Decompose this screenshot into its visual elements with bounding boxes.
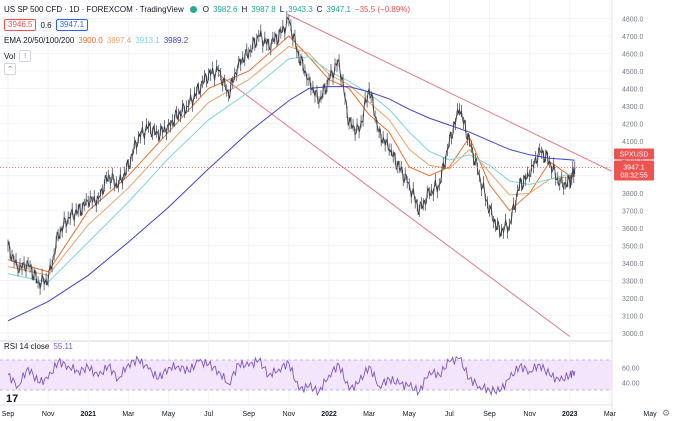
legend-ema-row: EMA 20/50/100/200 3900.0 3897.4 3913.1 3… xyxy=(4,36,188,45)
trendline-upper[interactable] xyxy=(288,14,651,191)
tradingview-logo-icon[interactable]: 17 xyxy=(6,393,19,405)
price-axis[interactable]: 3000.0 3100.0 3200.0 3300.0 3400.0 3500.0 3600… xyxy=(611,0,680,421)
legend-vol-row: Vol ! xyxy=(4,50,32,62)
legend-symbol-row: US SP 500 CFD · 1D · FOREXCOM · TradingV… xyxy=(4,5,410,14)
legend-rsi-row: RSI 14 close 55.11 xyxy=(4,342,73,351)
x-tick-label: May xyxy=(403,411,417,418)
y-tick-label: 4100.0 xyxy=(622,139,644,146)
y-tick-label: 3600.0 xyxy=(622,226,644,233)
rsi-tick-label: 60.00 xyxy=(622,366,640,373)
high-value: 3987.8 xyxy=(251,5,276,14)
rsi-tick-label: 40.00 xyxy=(622,381,640,388)
ema-100-value: 3913.1 xyxy=(135,36,160,45)
low-label: L xyxy=(279,5,285,14)
x-tick-label: Mar xyxy=(363,411,376,418)
trendline-lower[interactable] xyxy=(218,73,571,337)
rsi-label[interactable]: RSI 14 close xyxy=(4,342,50,351)
y-tick-label: 3400.0 xyxy=(622,261,644,268)
symbol-tag-label: SPXUSD xyxy=(620,152,649,159)
buy-button[interactable]: 3947.1 xyxy=(55,19,89,31)
open-label: O xyxy=(202,5,209,14)
y-tick-label: 3000.0 xyxy=(622,331,644,338)
collapse-legend-icon[interactable]: ⌃ xyxy=(4,63,16,75)
x-tick-label: Sep xyxy=(483,411,496,418)
x-tick-label: May xyxy=(643,411,657,418)
y-tick-label: 4500.0 xyxy=(622,69,644,76)
price-tag: SPXUSD 3947.108:32:55 xyxy=(0,148,654,181)
y-tick-label: 3800.0 xyxy=(622,191,644,198)
x-tick-label: 2022 xyxy=(321,411,337,418)
time-axis[interactable]: Sep Nov 2021 Mar May Jul Sep Nov 2022 Mar May Jul Se… xyxy=(2,409,670,419)
trendlines[interactable] xyxy=(218,14,651,337)
ema-50-value: 3897.4 xyxy=(106,36,132,45)
change-value: −35.5 (−0.89%) xyxy=(354,5,411,14)
y-tick-label: 4200.0 xyxy=(622,121,644,128)
y-tick-label: 4700.0 xyxy=(622,34,644,41)
symbol-tag-bg xyxy=(614,148,654,160)
legend-collapse-row: ⌃ xyxy=(4,63,16,75)
ema-20-value: 3900.0 xyxy=(78,36,103,45)
close-value: 3947.1 xyxy=(326,5,351,14)
x-tick-label: Jul xyxy=(445,411,454,418)
x-tick-label: May xyxy=(162,411,176,418)
x-tick-label: 2023 xyxy=(562,411,578,418)
settings-gear-icon[interactable]: ⚙ xyxy=(662,409,670,419)
low-value: 3943.3 xyxy=(288,5,313,14)
x-tick-label: Nov xyxy=(42,411,55,418)
close-label: C xyxy=(316,5,323,14)
legend-trade-row: 3946.5 0.6 3947.1 xyxy=(4,19,89,31)
x-tick-label: Mar xyxy=(122,411,135,418)
y-tick-label: 3700.0 xyxy=(622,209,644,216)
y-tick-label: 4000.0 xyxy=(622,156,644,163)
ema-label[interactable]: EMA 20/50/100/200 xyxy=(4,36,75,45)
price-tag-bg xyxy=(614,160,654,181)
y-tick-label: 3500.0 xyxy=(622,244,644,251)
price-axis-background xyxy=(612,0,680,421)
rsi-line xyxy=(7,355,576,397)
rsi-series-line xyxy=(7,355,576,397)
warning-icon[interactable]: ! xyxy=(19,50,32,62)
vol-label[interactable]: Vol xyxy=(4,51,16,61)
y-tick-label: 3200.0 xyxy=(622,296,644,303)
price-line xyxy=(7,16,576,289)
x-tick-label: Nov xyxy=(283,411,296,418)
x-tick-label: Mar xyxy=(604,411,617,418)
y-tick-label: 4800.0 xyxy=(622,16,644,23)
price-tag-value: 3947.1 xyxy=(623,165,645,172)
symbol-title[interactable]: US SP 500 CFD · 1D · FOREXCOM · TradingV… xyxy=(4,5,184,14)
x-tick-label: Sep xyxy=(243,411,256,418)
x-tick-label: Nov xyxy=(523,411,536,418)
open-value: 3982.6 xyxy=(213,5,238,14)
x-tick-label: Sep xyxy=(2,411,15,418)
market-open-dot-icon xyxy=(189,6,197,13)
y-tick-label: 4300.0 xyxy=(622,104,644,111)
ema-200-value: 3989.2 xyxy=(163,36,189,45)
y-tick-label: 3100.0 xyxy=(622,314,644,321)
rsi-value: 55.11 xyxy=(53,342,73,351)
sell-button[interactable]: 3946.5 xyxy=(4,19,37,31)
ema-line-1 xyxy=(7,35,575,273)
spread-value: 0.6 xyxy=(40,20,52,30)
x-tick-label: Jul xyxy=(204,411,213,418)
x-tick-label: 2021 xyxy=(80,411,96,418)
high-label: H xyxy=(241,5,248,14)
y-tick-label: 4400.0 xyxy=(622,86,644,93)
y-tick-label: 4600.0 xyxy=(622,51,644,58)
price-tag-countdown: 08:32:55 xyxy=(620,173,647,180)
y-tick-label: 3300.0 xyxy=(622,279,644,286)
price-series xyxy=(7,11,576,295)
